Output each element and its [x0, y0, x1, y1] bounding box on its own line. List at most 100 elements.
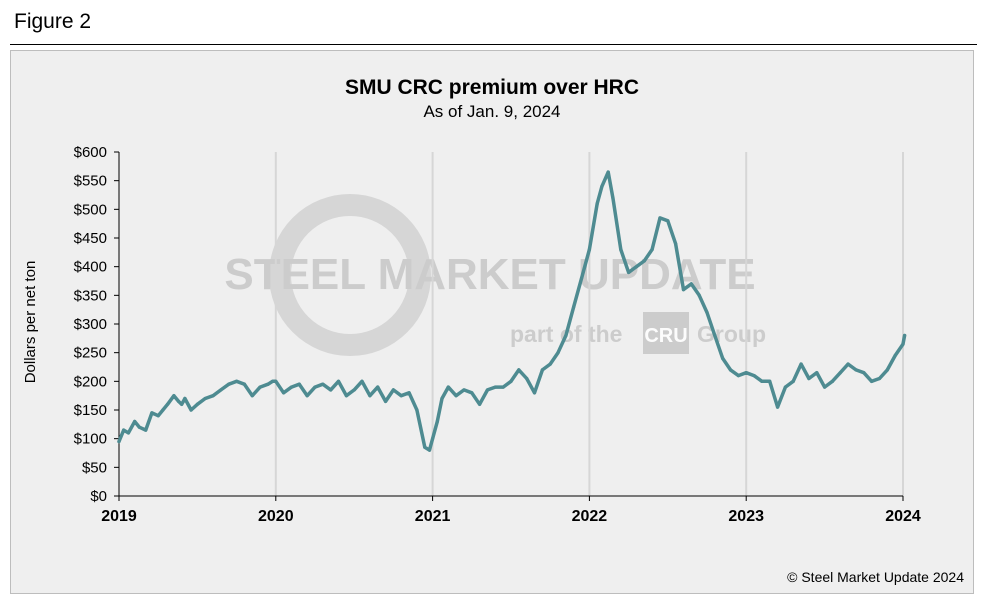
series-line: [117, 170, 907, 452]
chart-subtitle: As of Jan. 9, 2024: [423, 102, 560, 121]
data-point: [211, 394, 215, 398]
data-point: [493, 385, 497, 389]
data-point: [736, 374, 740, 378]
data-point: [313, 385, 317, 389]
data-point: [289, 385, 294, 389]
data-point: [431, 437, 435, 441]
data-point: [634, 265, 639, 269]
data-point: [336, 379, 341, 383]
data-point: [509, 379, 513, 383]
data-point: [721, 356, 725, 360]
data-point: [885, 368, 889, 372]
data-point: [172, 394, 176, 398]
data-point: [126, 431, 131, 435]
data-point: [297, 382, 301, 386]
data-point: [760, 379, 764, 383]
data-point: [415, 408, 419, 412]
data-point: [195, 402, 199, 406]
data-point: [846, 362, 850, 366]
data-point: [144, 428, 148, 432]
y-tick-label: $550: [74, 173, 107, 190]
data-point: [877, 376, 882, 381]
data-point: [579, 276, 584, 280]
data-point: [183, 396, 187, 401]
data-point: [611, 196, 615, 200]
watermark-cru-text: CRU: [644, 325, 687, 347]
data-point: [427, 448, 432, 452]
y-tick-label: $450: [74, 230, 107, 247]
data-point: [282, 391, 286, 395]
data-point: [658, 216, 662, 220]
data-point: [454, 394, 458, 398]
x-tick-label: 2019: [101, 508, 137, 525]
data-point: [485, 388, 490, 392]
y-tick-label: $50: [82, 459, 107, 476]
data-point: [548, 362, 552, 366]
data-point: [435, 419, 439, 424]
data-point: [728, 368, 733, 372]
data-point: [360, 379, 364, 383]
data-point: [606, 170, 610, 174]
data-point: [681, 288, 686, 292]
data-point: [344, 394, 348, 398]
data-point: [901, 342, 905, 346]
data-point: [627, 270, 631, 274]
data-point: [752, 374, 756, 378]
data-point: [870, 379, 874, 383]
watermark-logo-ring: [269, 194, 431, 356]
data-point: [274, 379, 278, 383]
data-point: [399, 394, 403, 398]
series-group: [117, 170, 907, 452]
data-point: [501, 385, 505, 389]
data-point: [705, 310, 709, 315]
data-point: [122, 428, 126, 432]
data-point: [258, 385, 262, 389]
data-point: [564, 333, 568, 338]
data-point: [368, 394, 372, 398]
data-point: [862, 371, 866, 375]
y-tick-label: $300: [74, 316, 107, 333]
data-point: [713, 333, 717, 338]
figure-label: Figure 2: [14, 10, 92, 33]
data-point: [242, 382, 247, 386]
data-point: [595, 202, 599, 206]
copyright-text: © Steel Market Update 2024: [787, 569, 964, 585]
data-point: [133, 419, 137, 424]
data-point: [423, 445, 427, 449]
data-point: [902, 333, 907, 338]
data-point: [532, 391, 537, 395]
data-point: [203, 396, 207, 401]
figure-rule: [10, 44, 977, 45]
data-point: [600, 184, 604, 188]
data-point: [540, 368, 544, 372]
data-point: [329, 388, 333, 392]
data-point: [650, 247, 654, 252]
data-point: [775, 405, 780, 409]
x-tick-label: 2020: [258, 508, 294, 525]
data-point: [697, 293, 701, 297]
x-tick-label: 2022: [572, 508, 608, 525]
data-point: [161, 408, 165, 412]
data-point: [791, 379, 795, 383]
data-point: [619, 247, 623, 252]
y-tick-label: $350: [74, 287, 107, 304]
data-point: [830, 379, 835, 383]
data-point: [266, 382, 270, 386]
data-point: [137, 425, 141, 429]
data-point: [235, 379, 239, 383]
chart-panel: [10, 50, 974, 594]
x-tick-label: 2024: [885, 508, 921, 525]
data-point: [446, 385, 450, 389]
data-point: [815, 371, 819, 375]
data-point: [689, 282, 693, 286]
data-point: [783, 385, 788, 389]
watermark-tagline-post: Group: [697, 321, 766, 347]
y-tick-label: $200: [74, 373, 107, 390]
data-point: [176, 399, 181, 403]
data-point: [893, 353, 897, 358]
data-point: [166, 402, 170, 406]
y-tick-label: $500: [74, 201, 107, 218]
data-point: [305, 394, 309, 398]
data-point: [799, 362, 803, 366]
